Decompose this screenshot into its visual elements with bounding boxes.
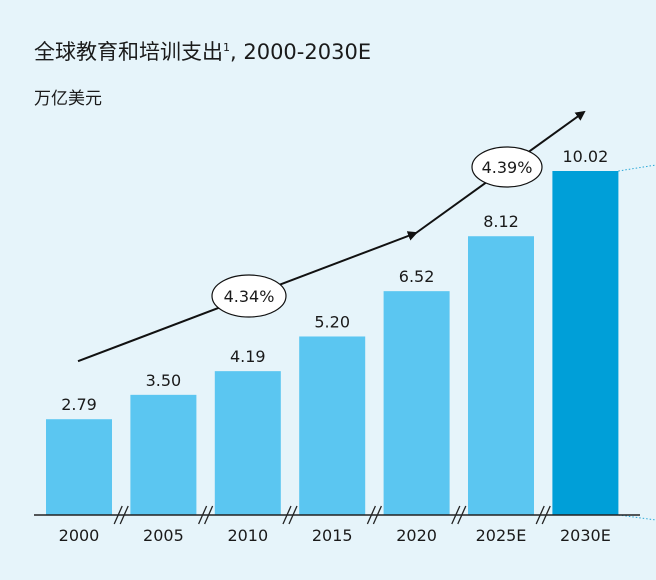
data-label-2030E: 10.02 xyxy=(562,147,608,166)
axis-break-mark xyxy=(457,505,467,525)
bar-2005 xyxy=(130,394,197,515)
guide-line-bottom xyxy=(618,514,656,521)
data-label-2005: 3.50 xyxy=(146,371,182,390)
bar-2000 xyxy=(46,419,112,515)
category-label-2030E: 2030E xyxy=(560,526,611,545)
axis-break-mark xyxy=(451,505,461,525)
cagr-annotation-1-label: 4.34% xyxy=(224,287,275,306)
axis-break-mark xyxy=(119,505,129,525)
axis-break-mark xyxy=(366,505,376,525)
category-label-2025E: 2025E xyxy=(476,526,527,545)
axis-break-mark xyxy=(372,505,382,525)
guide-line-top xyxy=(618,164,656,172)
cagr-annotation-2-bubble xyxy=(471,146,543,188)
data-label-2000: 2.79 xyxy=(61,395,97,414)
data-label-2010: 4.19 xyxy=(230,347,266,366)
axis-break-mark xyxy=(204,505,214,525)
bar-2030E xyxy=(552,171,619,515)
category-label-2000: 2000 xyxy=(59,526,100,545)
data-label-2015: 5.20 xyxy=(314,312,350,331)
axis-break-mark xyxy=(113,505,123,525)
axis-break-mark xyxy=(535,505,545,525)
data-label-2020: 6.52 xyxy=(399,267,435,286)
data-label-2025E: 8.12 xyxy=(483,212,519,231)
bar-2010 xyxy=(214,371,281,515)
category-label-2020: 2020 xyxy=(396,526,437,545)
category-label-2015: 2015 xyxy=(312,526,353,545)
bar-2025E xyxy=(468,236,534,515)
cagr-annotation-1-bubble xyxy=(211,274,287,318)
cagr-annotation-2-label: 4.39% xyxy=(482,158,533,177)
axis-break-mark xyxy=(288,505,298,525)
bar-2020 xyxy=(383,291,450,515)
axis-break-mark xyxy=(282,505,292,525)
axis-break-mark xyxy=(541,505,551,525)
category-label-2005: 2005 xyxy=(143,526,184,545)
chart-title: 全球教育和培训支出1, 2000-2030E xyxy=(34,40,372,64)
bar-2015 xyxy=(299,336,366,515)
title-footnote: 1 xyxy=(223,41,230,54)
category-label-2010: 2010 xyxy=(227,526,268,545)
axis-break-mark xyxy=(198,505,208,525)
unit-label: 万亿美元 xyxy=(34,89,102,109)
